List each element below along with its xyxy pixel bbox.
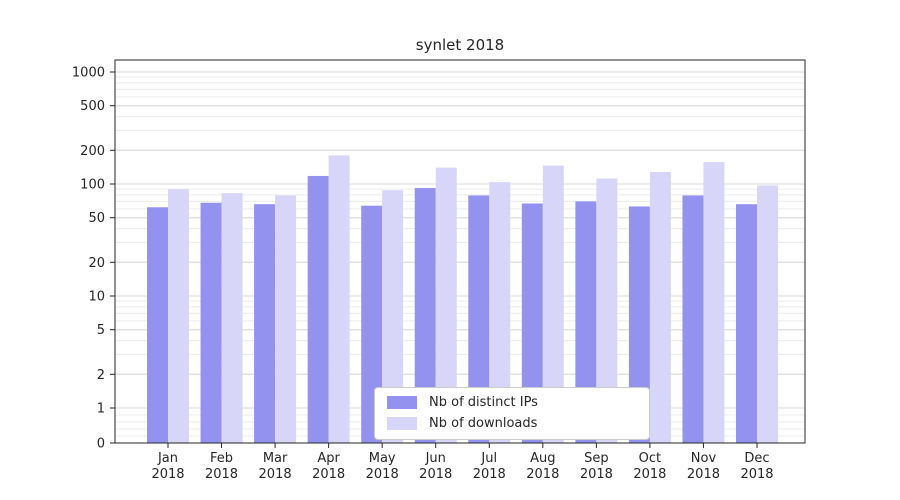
- y-tick-label: 0: [97, 437, 105, 452]
- bar-distinct-ips-may: [361, 205, 383, 443]
- bar-downloads-jul: [489, 182, 511, 443]
- bar-downloads-may: [382, 190, 404, 443]
- y-tick-label: 1000: [72, 66, 105, 81]
- y-tick-label: 5: [97, 323, 105, 338]
- bar-distinct-ips-apr: [307, 175, 329, 443]
- x-tick-label: May 2018: [366, 451, 399, 482]
- bar-distinct-ips-aug: [521, 203, 543, 443]
- bar-distinct-ips-jul: [468, 195, 490, 443]
- x-tick-label: Dec 2018: [740, 451, 773, 482]
- y-tick-label: 20: [88, 256, 105, 271]
- legend-swatch-distinct-ips: [387, 396, 417, 409]
- y-tick-label: 200: [80, 144, 105, 159]
- legend-label-downloads: Nb of downloads: [429, 416, 538, 431]
- chart-title: synlet 2018: [415, 36, 505, 54]
- bar-distinct-ips-sep: [575, 201, 597, 443]
- bar-downloads-apr: [328, 155, 350, 443]
- bar-downloads-sep: [596, 178, 618, 443]
- bar-distinct-ips-mar: [254, 204, 276, 443]
- legend-swatch-downloads: [387, 417, 417, 430]
- bar-distinct-ips-jan: [147, 207, 168, 443]
- legend-item-distinct-ips: Nb of distinct IPs: [387, 395, 637, 410]
- y-tick-label: 10: [88, 290, 105, 305]
- legend-item-downloads: Nb of downloads: [387, 416, 637, 431]
- bar-distinct-ips-jun: [414, 188, 436, 443]
- x-tick-label: Oct 2018: [633, 451, 666, 482]
- x-tick-label: Aug 2018: [526, 451, 559, 482]
- x-tick-label: Nov 2018: [687, 451, 720, 482]
- y-tick-label: 100: [80, 178, 105, 193]
- bar-distinct-ips-feb: [200, 202, 222, 443]
- bar-distinct-ips-oct: [628, 206, 650, 443]
- bar-distinct-ips-nov: [682, 195, 704, 443]
- x-tick-label: Jun 2018: [419, 451, 452, 482]
- y-tick-label: 500: [80, 99, 105, 114]
- legend: Nb of distinct IPs Nb of downloads: [374, 387, 650, 440]
- bar-downloads-jun: [435, 167, 457, 443]
- bar-downloads-nov: [703, 162, 725, 443]
- bar-downloads-feb: [221, 193, 243, 443]
- bar-downloads-dec: [757, 185, 778, 443]
- legend-label-distinct-ips: Nb of distinct IPs: [429, 395, 538, 410]
- x-tick-label: Jul 2018: [473, 451, 506, 482]
- bar-downloads-jan: [168, 189, 189, 443]
- x-tick-label: Mar 2018: [259, 451, 292, 482]
- bar-downloads-aug: [542, 165, 564, 444]
- y-tick-label: 2: [97, 368, 105, 383]
- x-tick-label: Sep 2018: [580, 451, 613, 482]
- y-tick-label: 50: [88, 211, 105, 226]
- x-tick-label: Feb 2018: [205, 451, 238, 482]
- bar-downloads-mar: [275, 195, 297, 443]
- y-tick-label: 1: [97, 402, 105, 417]
- bar-distinct-ips-dec: [736, 204, 757, 443]
- x-tick-label: Jan 2018: [151, 451, 184, 482]
- bar-downloads-oct: [649, 171, 671, 443]
- x-tick-label: Apr 2018: [312, 451, 345, 482]
- plot-border: [114, 59, 806, 444]
